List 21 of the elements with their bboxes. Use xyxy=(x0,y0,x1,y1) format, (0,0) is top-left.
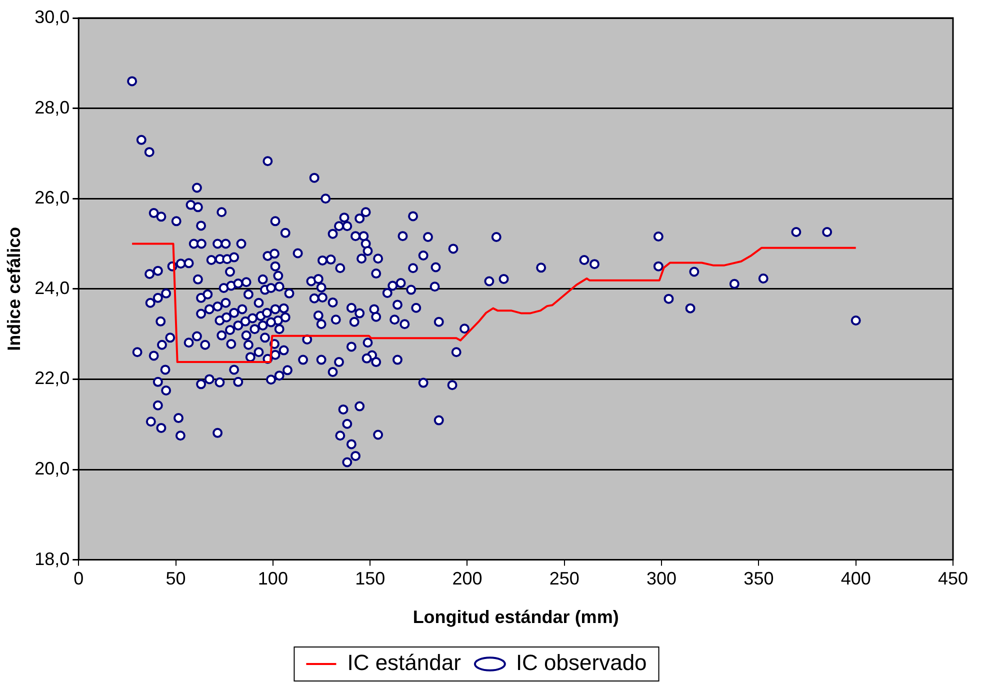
x-tick-label: 50 xyxy=(166,568,186,589)
y-axis-title: Indice cefálico xyxy=(4,226,24,351)
x-tick-label: 300 xyxy=(646,568,677,589)
y-tick-label: 22,0 xyxy=(34,368,70,388)
x-tick-label: 250 xyxy=(549,568,580,589)
x-tick-label: 150 xyxy=(355,568,386,589)
legend-label: IC observado xyxy=(516,650,647,676)
y-tick-label: 20,0 xyxy=(34,458,70,478)
y-tick-label: 24,0 xyxy=(34,278,70,298)
x-tick-label: 100 xyxy=(258,568,288,589)
x-tick-label: 0 xyxy=(74,568,84,589)
y-tick-label: 28,0 xyxy=(34,97,70,118)
x-tick-label: 200 xyxy=(452,568,482,589)
x-tick-label: 450 xyxy=(938,568,968,589)
x-tick-label: 350 xyxy=(744,568,774,589)
x-axis-title: Longitud estándar (mm) xyxy=(412,607,619,628)
x-tick-label: 400 xyxy=(840,568,871,589)
legend-label: IC estándar xyxy=(347,650,461,676)
y-tick-label: 18,0 xyxy=(34,548,70,569)
y-tick-label: 26,0 xyxy=(34,188,70,208)
y-tick-label: 30,0 xyxy=(34,6,70,27)
